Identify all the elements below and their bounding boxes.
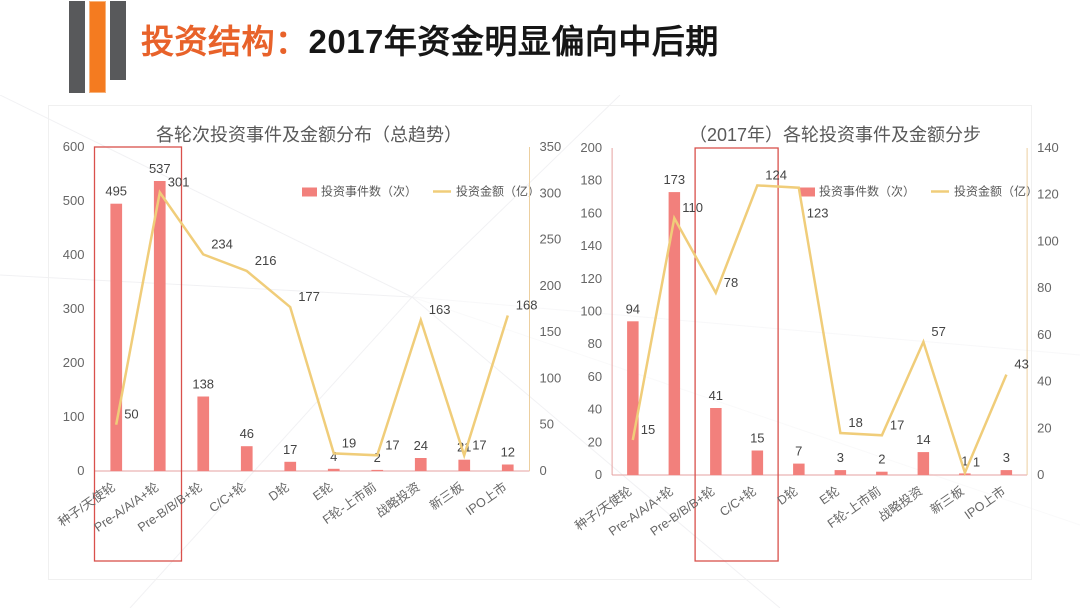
- svg-text:46: 46: [240, 426, 254, 441]
- svg-text:1: 1: [973, 455, 980, 470]
- svg-text:各轮次投资事件及金额分布（总趋势）: 各轮次投资事件及金额分布（总趋势）: [156, 125, 462, 145]
- svg-text:168: 168: [516, 298, 538, 313]
- svg-text:50: 50: [540, 417, 554, 432]
- svg-text:（2017年）各轮投资事件及金额分步: （2017年）各轮投资事件及金额分步: [689, 125, 981, 145]
- svg-text:C/C+轮: C/C+轮: [207, 480, 249, 515]
- svg-text:140: 140: [580, 238, 602, 253]
- svg-text:160: 160: [580, 205, 602, 220]
- svg-text:19: 19: [342, 435, 356, 450]
- svg-text:17: 17: [385, 437, 399, 452]
- svg-text:120: 120: [580, 271, 602, 286]
- svg-text:投资金额（亿）: 投资金额（亿）: [456, 184, 540, 199]
- svg-text:234: 234: [211, 236, 233, 251]
- svg-text:60: 60: [1037, 327, 1051, 342]
- svg-text:301: 301: [168, 174, 190, 189]
- svg-text:350: 350: [540, 139, 562, 154]
- svg-text:216: 216: [255, 253, 277, 268]
- svg-text:17: 17: [890, 417, 904, 432]
- svg-text:C/C+轮: C/C+轮: [717, 484, 759, 519]
- svg-text:投资金额（亿）: 投资金额（亿）: [954, 184, 1038, 199]
- svg-text:IPO上市: IPO上市: [961, 483, 1008, 522]
- svg-text:500: 500: [63, 193, 85, 208]
- svg-text:250: 250: [540, 232, 562, 247]
- svg-text:40: 40: [588, 402, 602, 417]
- svg-text:173: 173: [663, 172, 685, 187]
- svg-text:14: 14: [916, 432, 930, 447]
- svg-text:124: 124: [765, 167, 787, 182]
- svg-text:3: 3: [837, 450, 844, 465]
- svg-text:2: 2: [878, 452, 885, 467]
- svg-text:80: 80: [588, 336, 602, 351]
- svg-text:3: 3: [1003, 450, 1010, 465]
- svg-text:110: 110: [682, 200, 703, 215]
- svg-text:18: 18: [848, 415, 862, 430]
- svg-text:新三板: 新三板: [427, 479, 467, 513]
- svg-text:IPO上市: IPO上市: [463, 479, 510, 518]
- svg-text:战略投资: 战略投资: [373, 479, 423, 520]
- svg-text:123: 123: [807, 206, 829, 221]
- svg-text:100: 100: [63, 409, 85, 424]
- svg-text:12: 12: [501, 445, 515, 460]
- svg-text:0: 0: [77, 463, 84, 478]
- svg-text:D轮: D轮: [266, 480, 292, 504]
- svg-text:94: 94: [626, 301, 640, 316]
- svg-text:163: 163: [429, 302, 451, 317]
- svg-text:15: 15: [641, 422, 655, 437]
- svg-text:100: 100: [580, 304, 602, 319]
- svg-text:150: 150: [540, 324, 562, 339]
- svg-text:新三板: 新三板: [927, 483, 967, 517]
- svg-text:41: 41: [709, 388, 723, 403]
- svg-text:80: 80: [1037, 280, 1051, 295]
- svg-text:78: 78: [724, 275, 738, 290]
- svg-text:300: 300: [540, 185, 562, 200]
- svg-text:177: 177: [298, 289, 320, 304]
- svg-text:战略投资: 战略投资: [876, 483, 926, 524]
- svg-text:100: 100: [1037, 233, 1059, 248]
- svg-text:140: 140: [1037, 140, 1059, 155]
- svg-text:7: 7: [795, 444, 802, 459]
- svg-text:400: 400: [63, 247, 85, 262]
- svg-text:120: 120: [1037, 187, 1059, 202]
- svg-text:20: 20: [588, 434, 602, 449]
- svg-text:50: 50: [124, 407, 138, 422]
- svg-text:投资事件数（次）: 投资事件数（次）: [321, 184, 417, 199]
- svg-text:60: 60: [588, 369, 602, 384]
- svg-text:57: 57: [931, 324, 945, 339]
- svg-text:投资事件数（次）: 投资事件数（次）: [819, 184, 915, 199]
- svg-text:180: 180: [580, 173, 602, 188]
- svg-text:E轮: E轮: [817, 484, 842, 507]
- svg-text:24: 24: [414, 438, 428, 453]
- svg-text:17: 17: [283, 442, 297, 457]
- svg-text:495: 495: [105, 184, 127, 199]
- svg-text:15: 15: [750, 431, 764, 446]
- svg-text:40: 40: [1037, 374, 1051, 389]
- svg-text:17: 17: [472, 437, 486, 452]
- svg-text:0: 0: [540, 463, 547, 478]
- svg-text:138: 138: [192, 377, 214, 392]
- svg-text:0: 0: [595, 467, 602, 482]
- svg-text:20: 20: [1037, 420, 1051, 435]
- svg-text:E轮: E轮: [310, 480, 335, 503]
- svg-text:300: 300: [63, 301, 85, 316]
- svg-text:200: 200: [540, 278, 562, 293]
- svg-text:43: 43: [1014, 357, 1028, 372]
- svg-text:200: 200: [63, 355, 85, 370]
- svg-text:100: 100: [540, 370, 562, 385]
- svg-text:0: 0: [1037, 467, 1044, 482]
- svg-text:200: 200: [580, 140, 602, 155]
- svg-text:600: 600: [63, 139, 85, 154]
